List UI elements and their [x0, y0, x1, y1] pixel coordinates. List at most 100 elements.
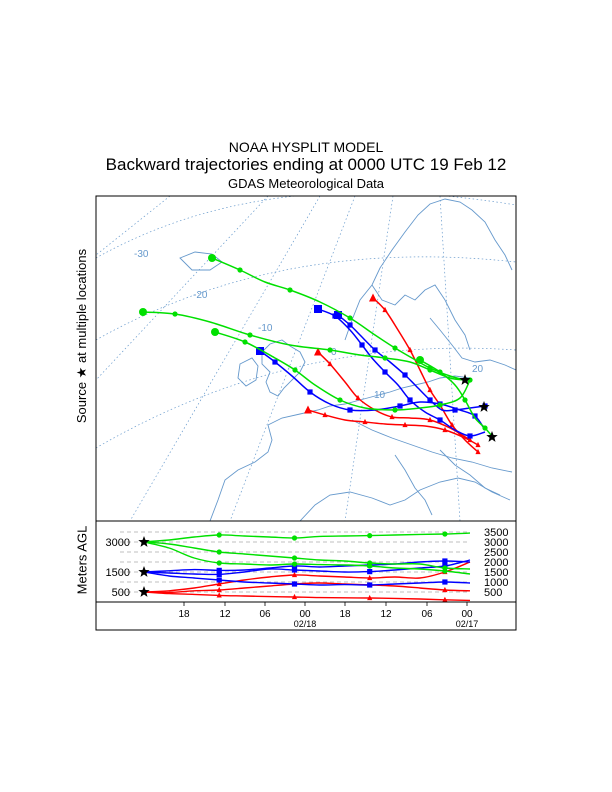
red-marker: [449, 421, 455, 428]
time-tick-label: 12: [380, 609, 392, 620]
green-marker: [442, 568, 448, 574]
lon-line: [129, 196, 321, 521]
red-marker: [291, 571, 298, 578]
green-height-series: [143, 541, 471, 570]
green-marker: [292, 367, 298, 373]
lon-line: [344, 196, 394, 521]
red-marker: [427, 416, 433, 423]
green-marker: [427, 367, 433, 373]
map-frame: [95, 195, 517, 522]
coastlines: [179, 198, 516, 521]
blue-marker: [367, 582, 373, 588]
blue-marker: [402, 372, 408, 378]
data-source-title: GDAS Meteorological Data: [227, 176, 385, 191]
right-height-label: 3000: [484, 537, 508, 549]
lat-line: [96, 196, 516, 259]
lon-line: [96, 196, 269, 381]
blue-marker: [382, 369, 388, 375]
green-marker: [437, 402, 443, 408]
date-label: 02/18: [294, 619, 317, 629]
green-marker: [337, 397, 343, 403]
map-panel: -30 -20 -10 0 10 20: [95, 195, 517, 522]
green-marker: [216, 549, 222, 555]
iceland: [179, 251, 223, 271]
green-marker: [392, 345, 398, 351]
british-isles: [261, 339, 306, 397]
blue-height-series: [143, 559, 471, 576]
lon-line: [439, 196, 461, 521]
green-marker: [291, 561, 298, 567]
left-height-label: 3000: [106, 537, 130, 549]
blue-marker: [256, 347, 264, 355]
trajectory-title: Backward trajectories ending at 0000 UTC…: [105, 155, 507, 174]
red-marker: [475, 441, 481, 448]
source-star-icon: [478, 401, 490, 412]
red-height-series: [143, 591, 471, 602]
red-marker: [362, 418, 368, 425]
red-marker: [369, 293, 377, 302]
green-height-series: [143, 532, 471, 543]
right-height-label: 1500: [484, 567, 508, 579]
lon-label: -30: [134, 249, 149, 260]
blue-marker: [472, 413, 478, 419]
red-height-series: [143, 582, 471, 594]
blue-marker: [442, 558, 448, 564]
lon-line: [96, 196, 171, 256]
red-marker: [382, 306, 388, 313]
start-star-icon: [138, 536, 150, 547]
blue-marker: [367, 569, 373, 575]
red-marker: [216, 592, 222, 598]
green-marker: [291, 535, 298, 541]
green-marker: [347, 315, 353, 321]
date-label: 02/17: [456, 619, 479, 629]
time-tick-label: 18: [178, 609, 190, 620]
red-marker: [367, 594, 373, 601]
scandinavia-coast: [344, 198, 513, 341]
green-trajectory: [142, 311, 466, 381]
green-marker: [392, 407, 398, 413]
time-axis-frame: [95, 601, 517, 631]
map-grid: [96, 196, 516, 521]
green-marker: [291, 555, 298, 561]
lon-label: -20: [193, 290, 208, 301]
green-marker: [462, 397, 468, 403]
blue-marker: [307, 389, 313, 395]
lon-label: 20: [472, 364, 484, 375]
blue-marker: [359, 342, 365, 348]
blue-trajectory: [259, 350, 486, 431]
green-marker: [216, 532, 222, 538]
blue-marker: [272, 359, 278, 365]
red-marker: [367, 574, 373, 581]
red-marker: [355, 394, 361, 401]
blue-marker: [397, 403, 403, 409]
blue-trajectory: [317, 308, 486, 437]
blue-marker: [372, 347, 378, 353]
blue-marker: [467, 433, 473, 439]
blue-marker: [291, 567, 298, 573]
blue-marker: [216, 577, 222, 583]
red-marker: [442, 596, 448, 602]
red-marker: [314, 347, 322, 356]
blue-marker: [407, 397, 413, 403]
red-marker: [291, 593, 298, 600]
green-marker: [482, 425, 488, 431]
green-marker: [437, 369, 443, 375]
green-marker: [139, 308, 147, 316]
red-marker: [407, 346, 413, 353]
blue-marker: [314, 305, 322, 313]
green-marker: [327, 347, 333, 353]
blue-marker: [216, 567, 222, 573]
green-marker: [287, 287, 293, 293]
green-marker: [416, 356, 424, 364]
blue-height-series: [143, 560, 471, 573]
time-tick-label: 18: [339, 609, 351, 620]
blue-marker: [442, 579, 448, 585]
red-trajectory: [307, 409, 479, 446]
blue-marker: [291, 581, 298, 587]
lon-label: 0: [331, 347, 337, 358]
red-marker: [442, 586, 448, 593]
norway-coast: [371, 284, 471, 351]
right-height-label: 2500: [484, 547, 508, 559]
source-star-icon: [459, 374, 471, 385]
